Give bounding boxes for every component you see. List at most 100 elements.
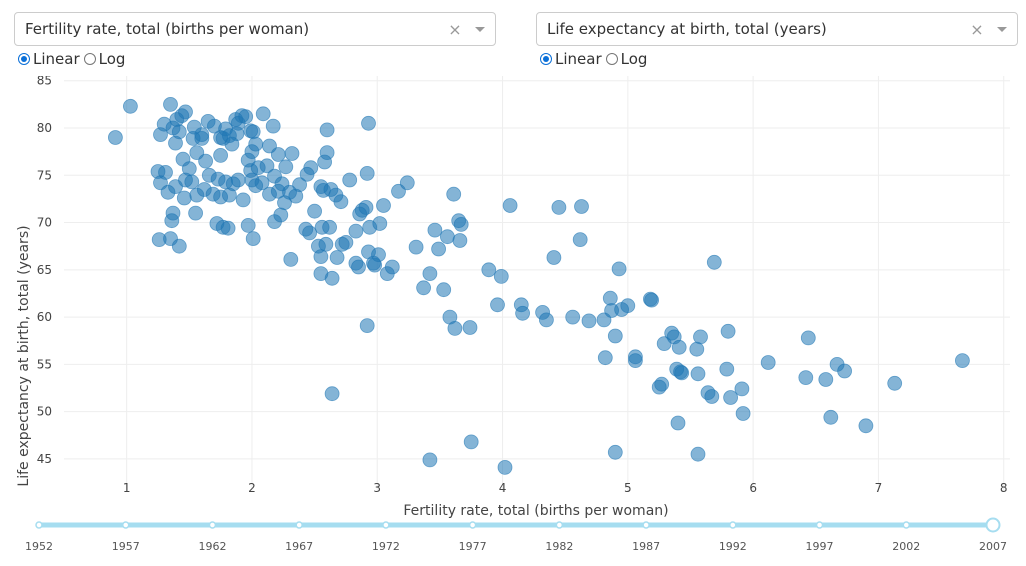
data-point[interactable]: [324, 386, 340, 402]
data-point[interactable]: [359, 166, 375, 181]
data-point[interactable]: [447, 320, 463, 336]
data-point[interactable]: [408, 239, 424, 255]
data-point[interactable]: [539, 312, 554, 328]
data-point[interactable]: [546, 250, 562, 265]
data-point[interactable]: [240, 217, 256, 233]
data-point[interactable]: [322, 219, 338, 235]
data-point[interactable]: [723, 390, 738, 405]
data-point[interactable]: [399, 175, 415, 191]
data-point[interactable]: [245, 231, 261, 247]
data-point[interactable]: [490, 297, 505, 313]
data-point[interactable]: [436, 282, 452, 298]
radio-button[interactable]: [83, 53, 96, 65]
data-point[interactable]: [359, 318, 375, 334]
data-point[interactable]: [734, 381, 750, 397]
data-point[interactable]: [693, 329, 708, 345]
data-point[interactable]: [422, 266, 438, 282]
data-point[interactable]: [620, 298, 636, 314]
data-point[interactable]: [735, 406, 751, 421]
data-point[interactable]: [277, 195, 292, 211]
data-point[interactable]: [858, 418, 874, 434]
data-point[interactable]: [255, 106, 271, 122]
y-scale-log-radio[interactable]: Log: [605, 50, 647, 68]
data-point[interactable]: [313, 266, 329, 282]
data-point[interactable]: [581, 313, 597, 329]
data-point[interactable]: [704, 389, 720, 404]
data-point[interactable]: [171, 238, 187, 254]
data-point[interactable]: [674, 365, 690, 381]
data-point[interactable]: [238, 109, 254, 125]
slider-mark-label[interactable]: 1987: [632, 540, 660, 553]
data-point[interactable]: [422, 452, 438, 468]
slider-mark-label[interactable]: 1952: [25, 540, 53, 553]
slider-mark-label[interactable]: 1967: [285, 540, 313, 553]
data-point[interactable]: [319, 122, 335, 138]
data-point[interactable]: [262, 138, 277, 154]
data-point[interactable]: [338, 234, 354, 250]
slider-mark-label[interactable]: 2002: [892, 540, 920, 553]
data-point[interactable]: [348, 223, 364, 239]
radio-button-checked[interactable]: [18, 53, 30, 65]
data-point[interactable]: [690, 446, 706, 462]
slider-mark-label[interactable]: 2007: [979, 540, 1007, 553]
data-point[interactable]: [188, 205, 204, 221]
data-point[interactable]: [607, 444, 623, 460]
radio-button-checked[interactable]: [540, 53, 552, 65]
data-point[interactable]: [265, 118, 281, 134]
data-point[interactable]: [158, 165, 173, 180]
data-point[interactable]: [259, 158, 275, 174]
clear-icon[interactable]: ×: [448, 19, 462, 39]
data-point[interactable]: [720, 323, 736, 339]
data-point[interactable]: [254, 175, 270, 191]
data-point[interactable]: [184, 174, 200, 190]
clear-icon[interactable]: ×: [970, 19, 984, 39]
data-point[interactable]: [213, 148, 229, 163]
slider-dot[interactable]: [642, 521, 650, 529]
y-scale-linear-radio[interactable]: Linear: [540, 50, 602, 68]
data-point[interactable]: [181, 161, 197, 177]
slider-dot[interactable]: [121, 521, 130, 529]
data-point[interactable]: [651, 379, 667, 395]
data-point[interactable]: [689, 341, 705, 357]
data-point[interactable]: [384, 259, 400, 275]
x-scale-log-radio[interactable]: Log: [83, 50, 125, 68]
data-point[interactable]: [760, 355, 776, 370]
data-point[interactable]: [497, 459, 513, 475]
data-point[interactable]: [602, 290, 618, 306]
data-point[interactable]: [462, 320, 478, 335]
data-point[interactable]: [453, 216, 469, 232]
data-point[interactable]: [481, 262, 497, 278]
chevron-down-icon[interactable]: [465, 26, 495, 32]
data-point[interactable]: [955, 353, 970, 369]
data-point[interactable]: [235, 192, 251, 208]
radio-button[interactable]: [605, 53, 618, 65]
x-scale-linear-radio[interactable]: Linear: [18, 50, 80, 68]
chevron-down-icon[interactable]: [987, 26, 1017, 32]
data-point[interactable]: [283, 251, 299, 267]
data-point[interactable]: [463, 434, 479, 450]
data-point[interactable]: [597, 350, 613, 366]
data-point[interactable]: [376, 198, 391, 213]
slider-mark-label[interactable]: 1997: [806, 540, 834, 553]
slider-dot[interactable]: [555, 521, 564, 529]
data-point[interactable]: [273, 207, 289, 223]
slider-handle[interactable]: [985, 517, 1001, 533]
slider-dot[interactable]: [902, 521, 911, 529]
data-point[interactable]: [671, 339, 687, 355]
data-point[interactable]: [706, 254, 722, 270]
data-point[interactable]: [361, 115, 376, 131]
data-point[interactable]: [245, 124, 261, 140]
data-point[interactable]: [284, 146, 300, 161]
data-point[interactable]: [439, 229, 455, 245]
data-point[interactable]: [798, 370, 814, 386]
slider-mark-label[interactable]: 1962: [198, 540, 226, 553]
x-axis-dropdown[interactable]: Fertility rate, total (births per woman)…: [14, 12, 496, 46]
data-point[interactable]: [366, 255, 381, 271]
data-point[interactable]: [189, 145, 205, 160]
slider-dot[interactable]: [35, 521, 43, 529]
data-point[interactable]: [351, 259, 366, 275]
data-point[interactable]: [644, 292, 659, 308]
data-point[interactable]: [611, 261, 627, 277]
data-point[interactable]: [719, 361, 735, 377]
data-point[interactable]: [551, 199, 567, 215]
